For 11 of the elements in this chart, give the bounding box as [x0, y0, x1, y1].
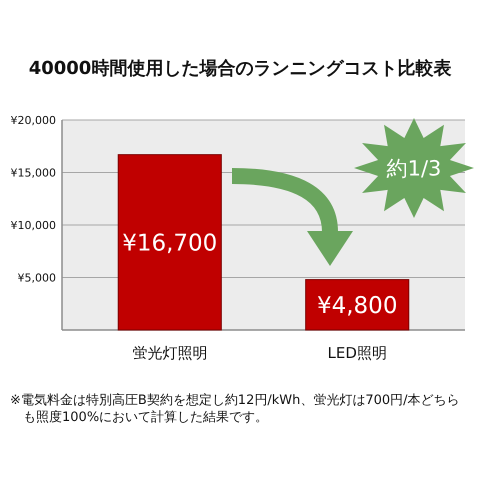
x-tick-label: 蛍光灯照明 [132, 344, 208, 362]
y-tick-label: ¥10,000 [10, 218, 56, 232]
data-label: ¥4,800 [316, 292, 398, 319]
y-tick-label: ¥20,000 [10, 114, 56, 127]
x-tick-label: LED照明 [328, 344, 387, 362]
chart-title: 40000時間使用した場合のランニングコスト比較表 [28, 58, 452, 79]
text: ※電気料金は特別高圧B契約を想定し約12円/kWh、蛍光灯は700円/本どちらも照度100%において計算した結果です。 [10, 392, 460, 425]
y-tick-label: ¥5,000 [18, 271, 56, 284]
data-label: ¥16,700 [122, 230, 218, 256]
annotation: 約1/3 [386, 156, 442, 180]
y-tick-label: ¥15,000 [10, 166, 56, 180]
